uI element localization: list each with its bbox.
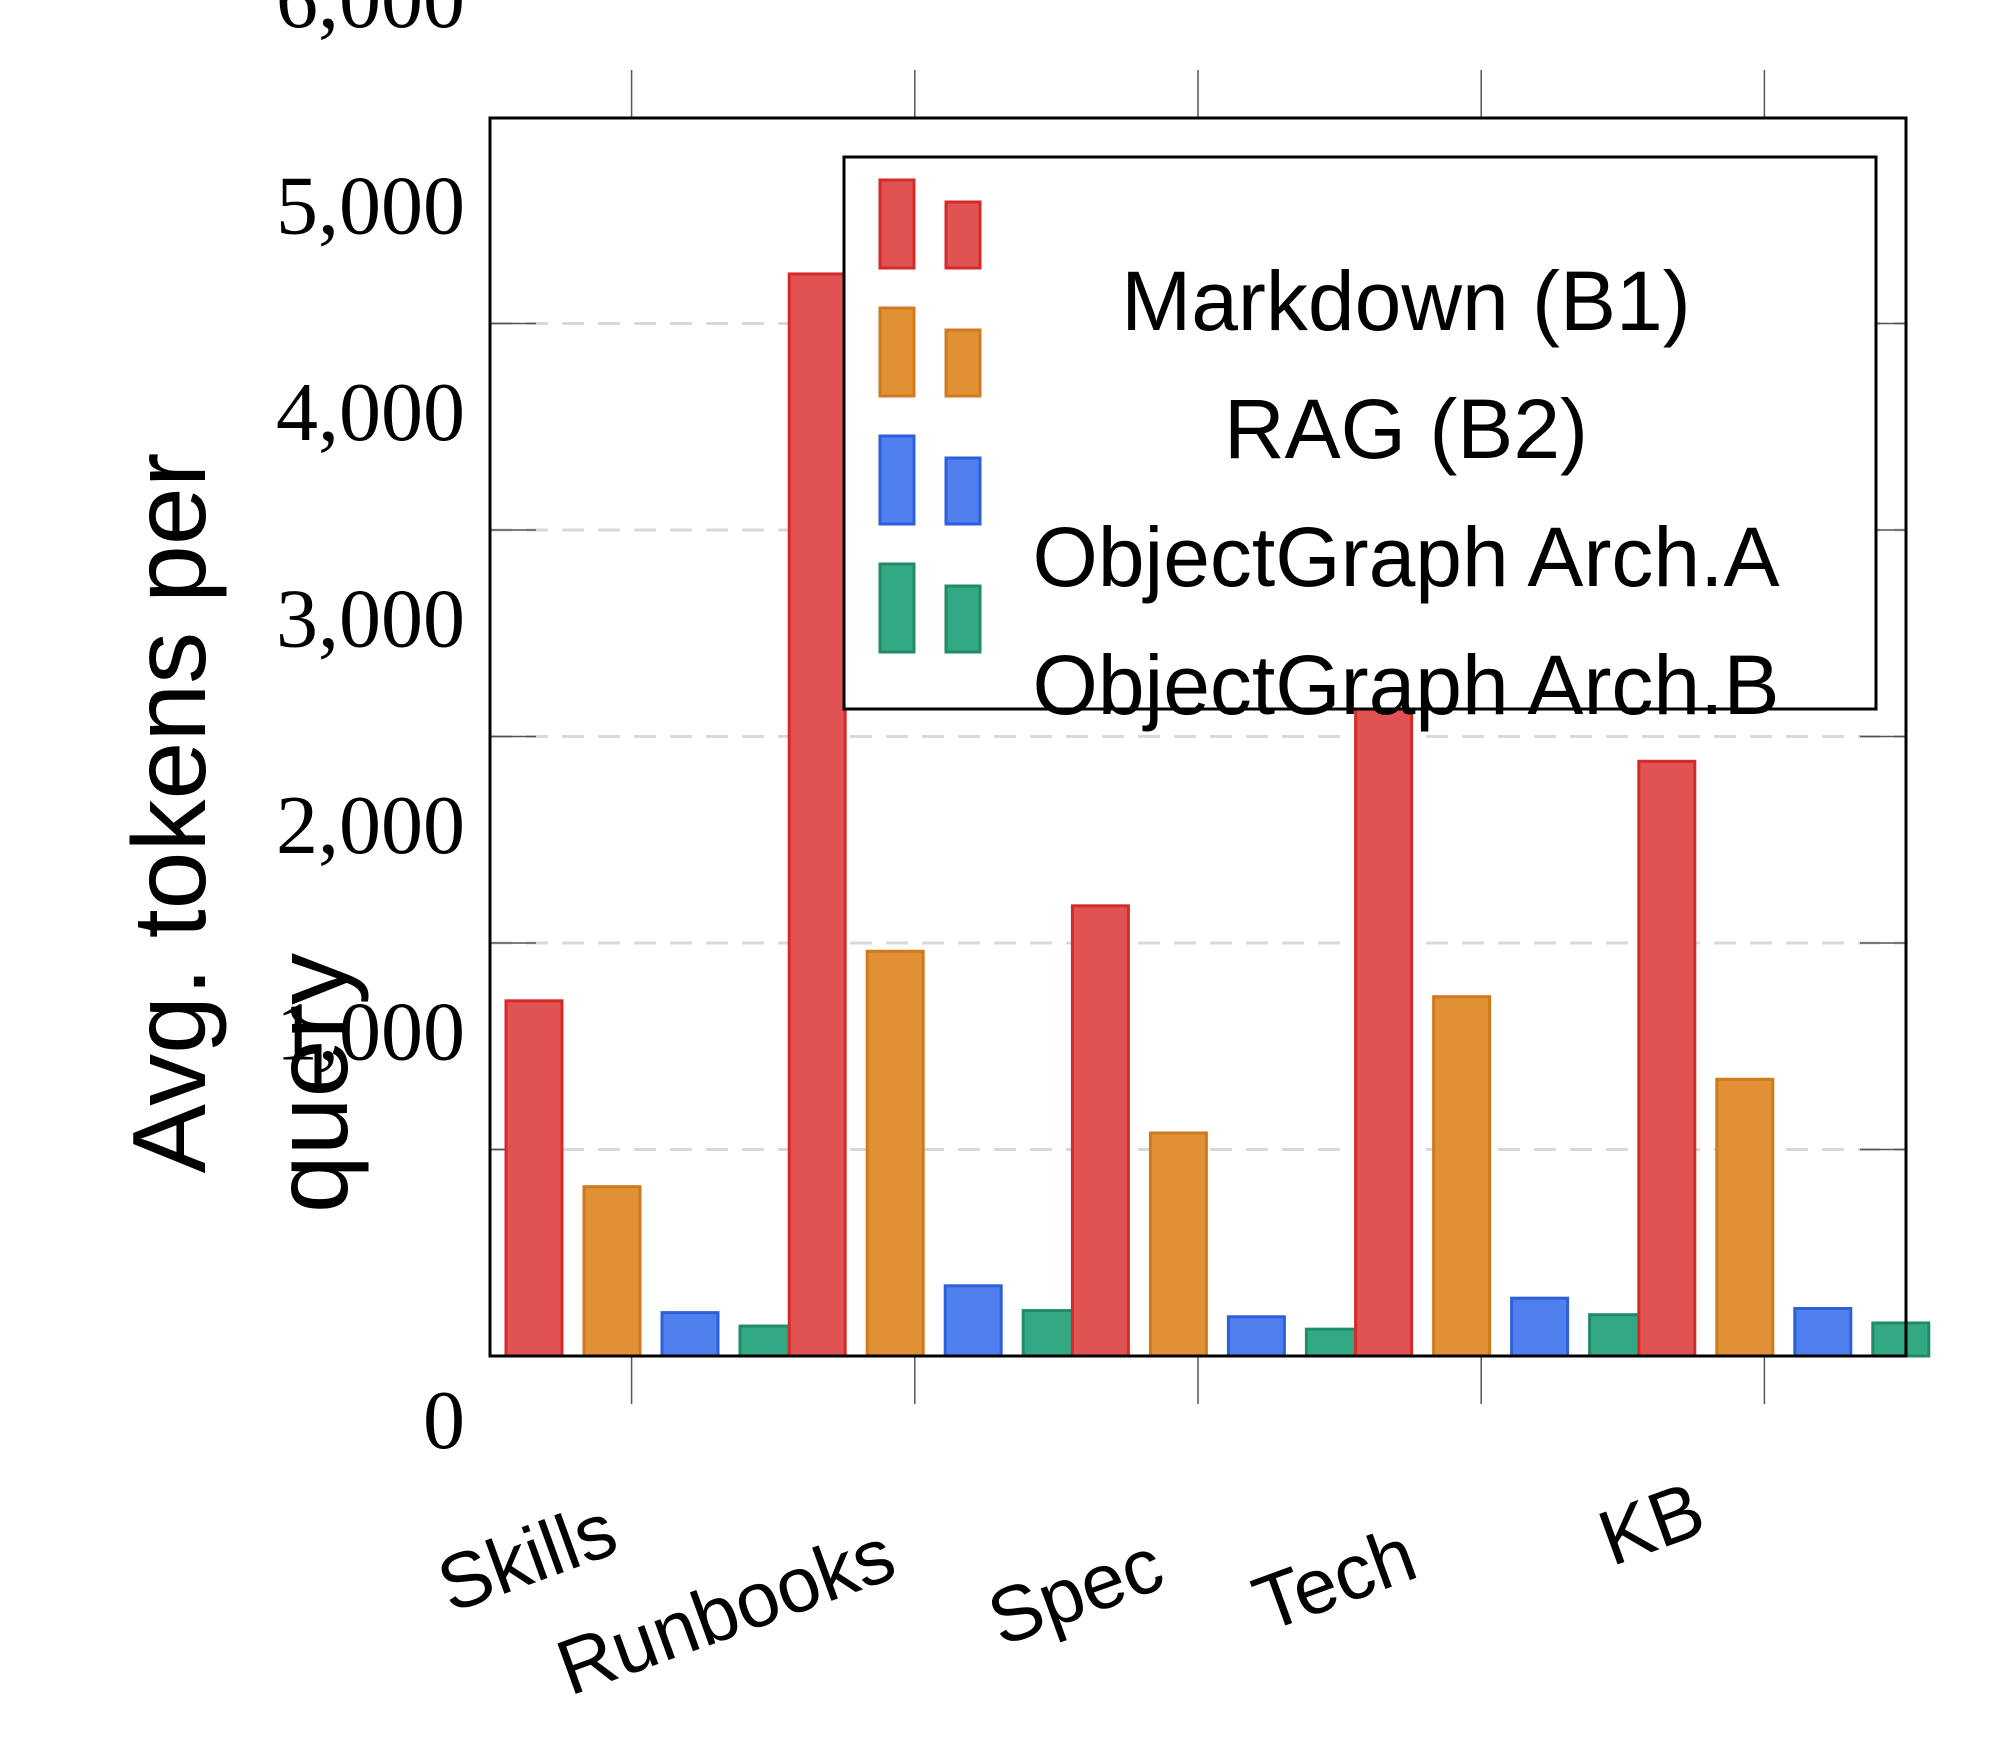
y-tick-label: 4,000: [276, 366, 465, 459]
gridlines: [490, 322, 1906, 1151]
y-tick-label: 0: [423, 1374, 465, 1467]
bar: [504, 999, 564, 1358]
bar: [1510, 1296, 1570, 1358]
legend-swatch: [944, 584, 982, 654]
y-tick-label: 5,000: [276, 160, 465, 253]
legend-swatch: [878, 178, 916, 270]
legend-label: ObjectGraph Arch.A: [1032, 510, 1779, 604]
legend-swatch: [944, 200, 982, 270]
legend-swatch: [944, 456, 982, 526]
bar: [1588, 1313, 1648, 1358]
bar: [1226, 1315, 1286, 1358]
bar: [787, 272, 847, 1358]
legend-box: [842, 155, 1878, 711]
bar: [1793, 1307, 1853, 1358]
bar: [582, 1185, 642, 1358]
y-axis-title-line1: Avg. tokens per: [112, 453, 228, 1174]
y-tick-label: 6,000: [276, 0, 465, 46]
x-tick-label: Skills: [426, 1484, 627, 1629]
bar: [1715, 1077, 1775, 1358]
bar: [943, 1284, 1003, 1358]
y-tick-label: 2,000: [276, 779, 465, 872]
legend-swatch: [878, 434, 916, 526]
bar: [1871, 1321, 1931, 1358]
x-tick-label: Spec: [977, 1519, 1174, 1663]
axis-ticks: [490, 70, 1906, 1404]
bar: [1637, 759, 1697, 1358]
y-tick-label: 3,000: [276, 573, 465, 666]
y-tick-labels: 0 1,000 2,000 3,000 4,000 5,000 6,000: [276, 0, 465, 1467]
x-tick-label: KB: [1587, 1464, 1715, 1582]
y-axis-title: Avg. tokens per query: [112, 453, 370, 1213]
x-tick-label: Tech: [1242, 1509, 1427, 1648]
bar: [1070, 904, 1130, 1358]
bar: [865, 949, 925, 1358]
legend: Markdown (B1) RAG (B2) ObjectGraph Arch.A O…: [842, 155, 1878, 732]
y-tick-label: 1,000: [276, 986, 465, 1079]
bar: [1021, 1309, 1081, 1358]
bar: [1354, 704, 1414, 1358]
bar: [1432, 995, 1492, 1358]
legend-label: ObjectGraph Arch.B: [1032, 638, 1779, 732]
plot-frame: [488, 116, 1908, 1358]
legend-swatch: [878, 562, 916, 654]
legend-swatch: [944, 328, 982, 398]
bar: [1304, 1327, 1364, 1358]
bar: [738, 1324, 798, 1358]
y-axis-title-line2: query: [254, 953, 370, 1213]
bars: [504, 272, 1931, 1358]
legend-label: Markdown (B1): [1121, 254, 1691, 348]
legend-label: RAG (B2): [1224, 382, 1588, 476]
bar: [660, 1311, 720, 1358]
legend-swatch: [878, 306, 916, 398]
bar: [1148, 1131, 1208, 1358]
